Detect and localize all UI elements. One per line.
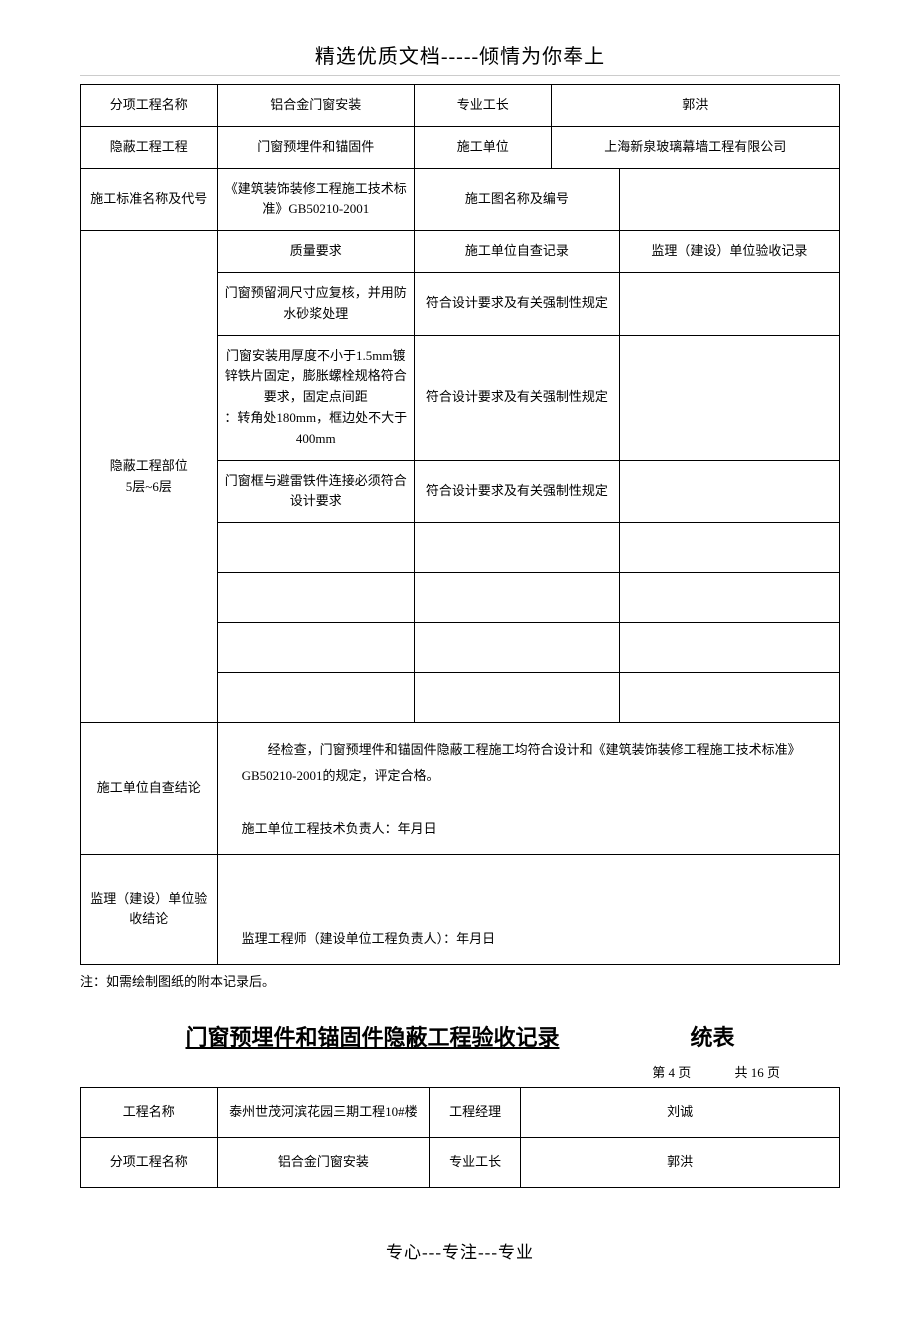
requirement: 门窗框与避雷铁件连接必须符合设计要求 [217, 460, 414, 523]
subheader-row: 隐蔽工程部位 5层~6层 质量要求 施工单位自查记录 监理（建设）单位验收记录 [81, 231, 840, 273]
empty-cell [414, 523, 619, 573]
value [619, 168, 839, 231]
conclusion-row-1: 施工单位自查结论 经检查，门窗预埋件和锚固件隐蔽工程施工均符合设计和《建筑装饰装… [81, 723, 840, 855]
value: 上海新泉玻璃幕墙工程有限公司 [551, 126, 839, 168]
value: 门窗预埋件和锚固件 [217, 126, 414, 168]
empty-cell [619, 573, 839, 623]
empty-cell [414, 623, 619, 673]
conclusion-row-2: 监理（建设）单位验收结论 监理工程师（建设单位工程负责人）：年月日 [81, 854, 840, 964]
header-supervisor: 监理（建设）单位验收记录 [619, 231, 839, 273]
header-text: 精选优质文档-----倾情为你奉上 [80, 40, 840, 76]
selfcheck: 符合设计要求及有关强制性规定 [414, 272, 619, 335]
value: 铝合金门窗安装 [217, 85, 414, 127]
page-total: 共 16 页 [734, 1065, 780, 1080]
empty-cell [217, 523, 414, 573]
location-cell: 隐蔽工程部位 5层~6层 [81, 231, 218, 723]
empty-cell [414, 573, 619, 623]
label: 工程名称 [81, 1087, 218, 1137]
section-title: 门窗预埋件和锚固件隐蔽工程验收记录 统表 [80, 1020, 840, 1052]
value: 郭洪 [551, 85, 839, 127]
value: 刘诚 [521, 1087, 840, 1137]
page-current: 第 4 页 [652, 1065, 691, 1080]
selfcheck: 符合设计要求及有关强制性规定 [414, 335, 619, 460]
empty-cell [619, 673, 839, 723]
label: 隐蔽工程工程 [81, 126, 218, 168]
value: 郭洪 [521, 1137, 840, 1187]
empty-cell [217, 673, 414, 723]
value: 《建筑装饰装修工程施工技术标准》GB50210-2001 [217, 168, 414, 231]
row-standard: 施工标准名称及代号 《建筑装饰装修工程施工技术标准》GB50210-2001 施… [81, 168, 840, 231]
label: 施工单位自查结论 [81, 723, 218, 855]
empty-cell [217, 573, 414, 623]
supervisor-result [619, 272, 839, 335]
empty-cell [217, 623, 414, 673]
label: 监理（建设）单位验收结论 [81, 854, 218, 964]
row-hidden-project: 隐蔽工程工程 门窗预埋件和锚固件 施工单位 上海新泉玻璃幕墙工程有限公司 [81, 126, 840, 168]
second-table: 工程名称 泰州世茂河滨花园三期工程10#楼 工程经理 刘诚 分项工程名称 铝合金… [80, 1087, 840, 1188]
header-quality: 质量要求 [217, 231, 414, 273]
signature-line: 监理工程师（建设单位工程负责人）：年月日 [242, 929, 829, 950]
requirement: 门窗预留洞尺寸应复核，并用防水砂浆处理 [217, 272, 414, 335]
header-selfcheck: 施工单位自查记录 [414, 231, 619, 273]
label: 工程经理 [430, 1087, 521, 1137]
row-project-name: 工程名称 泰州世茂河滨花园三期工程10#楼 工程经理 刘诚 [81, 1087, 840, 1137]
title-underline: 门窗预埋件和锚固件隐蔽工程验收记录 [185, 1025, 559, 1050]
conclusion-content: 经检查，门窗预埋件和锚固件隐蔽工程施工均符合设计和《建筑装饰装修工程施工技术标准… [217, 723, 839, 855]
label: 分项工程名称 [81, 85, 218, 127]
row-subitem-name: 分项工程名称 铝合金门窗安装 专业工长 郭洪 [81, 85, 840, 127]
value: 泰州世茂河滨花园三期工程10#楼 [217, 1087, 430, 1137]
label: 施工标准名称及代号 [81, 168, 218, 231]
supervisor-result [619, 460, 839, 523]
supervisor-result [619, 335, 839, 460]
footer-text: 专心---专注---专业 [80, 1238, 840, 1263]
empty-cell [414, 673, 619, 723]
title-suffix: 统表 [691, 1025, 735, 1050]
pager: 第 4 页 共 16 页 [80, 1062, 840, 1081]
signature-line: 施工单位工程技术负责人：年月日 [242, 819, 829, 840]
value: 铝合金门窗安装 [217, 1137, 430, 1187]
conclusion-content: 监理工程师（建设单位工程负责人）：年月日 [217, 854, 839, 964]
selfcheck: 符合设计要求及有关强制性规定 [414, 460, 619, 523]
label: 专业工长 [414, 85, 551, 127]
main-table: 分项工程名称 铝合金门窗安装 专业工长 郭洪 隐蔽工程工程 门窗预埋件和锚固件 … [80, 84, 840, 965]
note-text: 注：如需绘制图纸的附本记录后。 [80, 971, 840, 990]
empty-cell [619, 623, 839, 673]
conclusion-text: 经检查，门窗预埋件和锚固件隐蔽工程施工均符合设计和《建筑装饰装修工程施工技术标准… [242, 737, 829, 789]
empty-cell [619, 523, 839, 573]
requirement: 门窗安装用厚度不小于1.5mm镀锌铁片固定，膨胀螺栓规格符合要求，固定点间距 ：… [217, 335, 414, 460]
label: 分项工程名称 [81, 1137, 218, 1187]
label: 专业工长 [430, 1137, 521, 1187]
row-subitem-name-2: 分项工程名称 铝合金门窗安装 专业工长 郭洪 [81, 1137, 840, 1187]
label: 施工图名称及编号 [414, 168, 619, 231]
label: 施工单位 [414, 126, 551, 168]
